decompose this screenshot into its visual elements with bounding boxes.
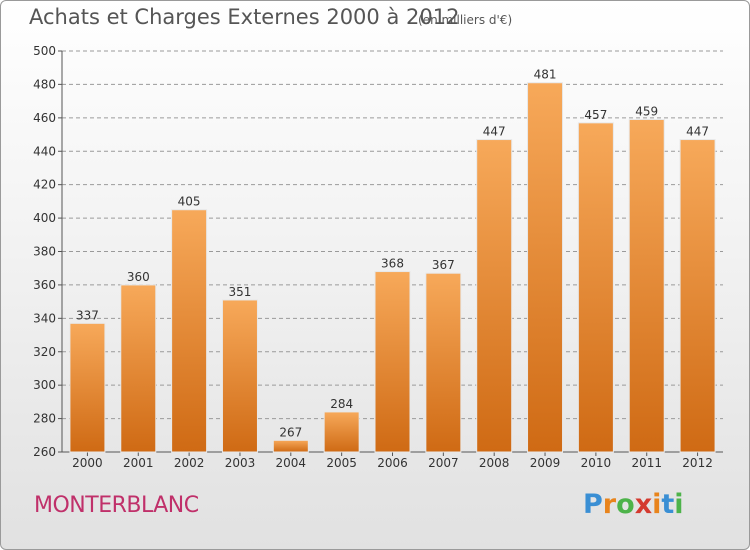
commune-name: MONTERBLANC: [34, 493, 199, 518]
y-tick-label: 400: [33, 211, 56, 225]
labels: 260 280 300 320 340 360 380 400 420 440 460 480 500 3…: [33, 44, 713, 470]
logo-letter: P: [583, 489, 603, 520]
value-label: 459: [635, 105, 658, 119]
y-tick-label: 480: [33, 77, 56, 91]
y-tick-label: 500: [33, 44, 56, 58]
y-tick-label: 380: [33, 245, 56, 259]
value-label: 284: [330, 397, 353, 411]
y-tick-label: 320: [33, 345, 56, 359]
value-label: 447: [483, 125, 506, 139]
y-tick-label: 360: [33, 278, 56, 292]
value-label: 267: [279, 425, 302, 439]
x-tick-label: 2009: [530, 456, 561, 470]
logo-letter: x: [634, 489, 653, 520]
logo-letter: i: [652, 489, 662, 520]
y-tick-label: 420: [33, 178, 56, 192]
x-tick-label: 2005: [326, 456, 357, 470]
x-tick-label: 2006: [377, 456, 408, 470]
value-label: 457: [584, 108, 607, 122]
y-tick-label: 340: [33, 311, 56, 325]
value-label: 337: [76, 308, 99, 322]
y-tick-label: 440: [33, 144, 56, 158]
x-tick-label: 2004: [276, 456, 307, 470]
bar: [374, 271, 411, 453]
x-tick-label: 2003: [225, 456, 256, 470]
bar: [476, 139, 513, 453]
bar: [221, 299, 258, 453]
unit-note: (en milliers d'€): [418, 13, 513, 27]
proxiti-logo: Proxiti: [583, 489, 684, 520]
value-label: 351: [229, 285, 252, 299]
y-tick-label: 260: [33, 445, 56, 459]
value-label: 447: [686, 125, 709, 139]
x-tick-label: 2000: [72, 456, 103, 470]
bar: [425, 272, 462, 453]
bar: [628, 119, 665, 453]
x-tick-label: 2010: [581, 456, 612, 470]
value-label: 367: [432, 258, 455, 272]
value-label: 360: [127, 270, 150, 284]
logo-letter: i: [674, 489, 684, 520]
bar: [69, 322, 106, 453]
y-tick-label: 280: [33, 412, 56, 426]
bar: [323, 411, 360, 453]
logo-letter: t: [661, 489, 675, 520]
value-label: 368: [381, 257, 404, 271]
x-tick-label: 2008: [479, 456, 510, 470]
x-tick-label: 2007: [428, 456, 459, 470]
y-tick-label: 300: [33, 378, 56, 392]
chart-title: Achats et Charges Externes 2000 à 2012: [29, 5, 460, 29]
logo-letter: o: [616, 489, 635, 520]
bar: [120, 284, 157, 453]
bar: [527, 82, 564, 453]
bar: [679, 139, 716, 453]
logo-letter: r: [602, 489, 617, 520]
x-tick-label: 2002: [174, 456, 205, 470]
bar: [171, 209, 208, 453]
value-label: 405: [178, 195, 201, 209]
bar: [272, 439, 309, 453]
x-tick-label: 2012: [682, 456, 713, 470]
value-label: 481: [534, 68, 557, 82]
y-tick-label: 460: [33, 111, 56, 125]
x-tick-label: 2011: [631, 456, 662, 470]
bars: [69, 82, 716, 453]
x-tick-label: 2001: [123, 456, 154, 470]
bar: [577, 122, 614, 453]
